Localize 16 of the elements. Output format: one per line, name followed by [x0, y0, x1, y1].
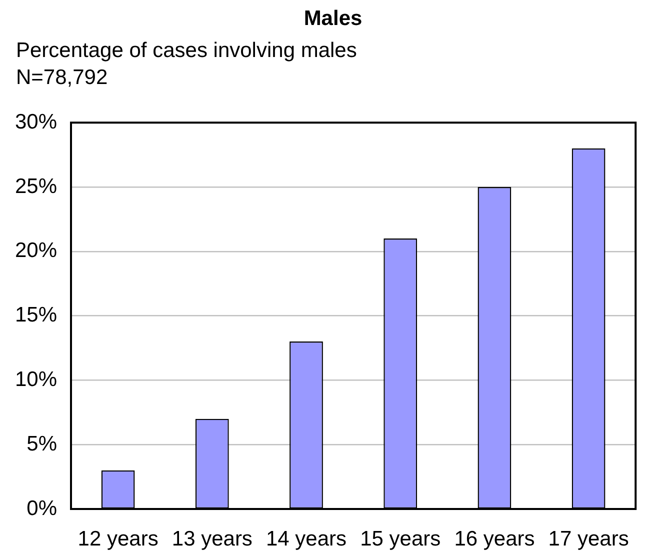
y-tick-label: 15% — [14, 304, 57, 327]
y-tick-label: 10% — [14, 368, 57, 391]
chart-subtitle: Percentage of cases involving males — [16, 39, 357, 63]
y-tick-label: 25% — [14, 174, 57, 198]
x-tick-label: 15 years — [360, 527, 441, 550]
y-tick-label: 30% — [14, 110, 57, 134]
y-tick-label: 20% — [14, 239, 57, 262]
y-tick-label: 0% — [26, 496, 57, 520]
text: N=78,792 — [16, 66, 108, 90]
x-tick-label: 13 years — [172, 527, 252, 550]
x-tick-label: 12 years — [78, 527, 158, 550]
x-tick-label: 17 years — [548, 527, 629, 550]
x-tick-label: 14 years — [266, 527, 347, 550]
y-tick-label: 5% — [26, 432, 57, 456]
x-tick-label: 16 years — [454, 527, 535, 550]
chart-title: Males — [302, 7, 364, 31]
